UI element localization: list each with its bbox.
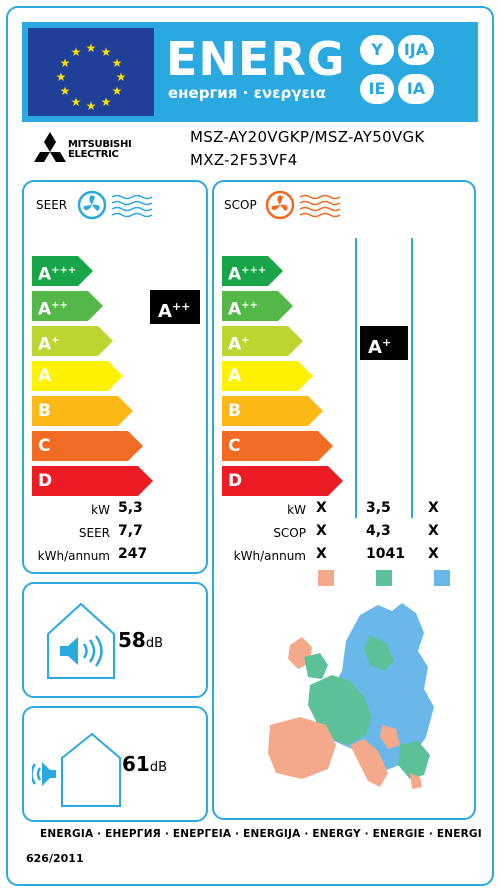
svg-text:★: ★ xyxy=(112,84,123,98)
indoor-noise-unit: dB xyxy=(145,636,164,651)
seer-class-label: A+ xyxy=(38,334,60,355)
svg-text:★: ★ xyxy=(60,84,71,98)
zone-swatch-warm xyxy=(318,570,334,586)
svg-text:★: ★ xyxy=(56,70,67,84)
scop-class-label: C xyxy=(228,436,241,456)
seer-class-label: B xyxy=(38,401,51,421)
svg-text:★: ★ xyxy=(71,95,82,109)
scop-annual-label: kWh/annum xyxy=(233,549,306,563)
lang-pill-ie: IE xyxy=(360,74,394,104)
seer-seer-label: SEER xyxy=(78,526,110,540)
scop-class-label: B xyxy=(228,401,241,421)
outdoor-noise-unit: dB xyxy=(149,760,168,775)
energy-subtitle: енергия · ενεργεια xyxy=(168,84,326,102)
seer-panel xyxy=(22,180,208,574)
scop-column-divider-1 xyxy=(355,238,357,518)
lang-pill-y: Y xyxy=(360,35,394,65)
scop-kw-warm: X xyxy=(316,500,327,516)
scop-rating-sup: + xyxy=(381,336,392,349)
zone-swatch-cold xyxy=(434,570,450,586)
model-indoor: MSZ-AY20VGKP/MSZ-AY50VGK xyxy=(190,128,425,146)
svg-text:★: ★ xyxy=(71,45,82,59)
scop-scop-cold: X xyxy=(428,523,439,539)
svg-text:★: ★ xyxy=(60,56,71,70)
scop-scop-average: 4,3 xyxy=(366,523,391,539)
label-frame xyxy=(6,6,494,886)
outdoor-noise-number: 61 xyxy=(122,752,150,776)
seer-class-label: A xyxy=(38,366,52,386)
footer-languages: ENERGIA · ЕНЕРГИЯ · ΕΝΕΡΓΕΙΑ · ENERGIJA … xyxy=(40,828,482,840)
scop-title: SCOP xyxy=(224,198,257,212)
mitsubishi-logo xyxy=(30,130,150,170)
indoor-noise-number: 58 xyxy=(118,628,146,652)
model-outdoor: MXZ-2F53VF4 xyxy=(190,151,298,169)
scop-scop-warm: X xyxy=(316,523,327,539)
svg-text:★: ★ xyxy=(101,45,112,59)
outdoor-speaker-house-icon xyxy=(32,732,121,807)
scop-annual-cold: X xyxy=(428,546,439,562)
seer-rating-sup: ++ xyxy=(171,300,191,313)
scop-kw-average: 3,5 xyxy=(366,500,391,516)
eu-flag: ★ ★ ★ ★ ★ ★ ★ ★ ★ ★ ★ ★ xyxy=(28,28,154,116)
seer-rating-letter: A xyxy=(158,301,172,322)
indoor-speaker-house-icon xyxy=(47,602,115,679)
indoor-noise-panel xyxy=(22,582,208,698)
seer-class-label: D xyxy=(38,471,53,491)
lang-pill-ija: IJA xyxy=(398,35,434,65)
zone-swatch-average xyxy=(376,570,392,586)
outdoor-noise-panel xyxy=(22,706,208,822)
seer-rating-arrow: A++ xyxy=(150,290,200,324)
seer-title: SEER xyxy=(36,198,68,212)
heating-fan-icon xyxy=(265,190,341,220)
svg-text:★: ★ xyxy=(112,56,123,70)
seer-seer-value: 7,7 xyxy=(118,523,143,539)
scop-rating-arrow: A+ xyxy=(360,326,408,360)
brand-name-line2: ELECTRIC xyxy=(68,149,119,160)
scop-class-label: A++ xyxy=(228,299,258,320)
scop-class-label: A+ xyxy=(228,334,250,355)
svg-text:★: ★ xyxy=(86,41,97,55)
scop-column-divider-2 xyxy=(411,238,413,518)
scop-kw-cold: X xyxy=(428,500,439,516)
scop-class-label: A xyxy=(228,366,242,386)
seer-class-label: C xyxy=(38,436,51,456)
seer-annual-value: 247 xyxy=(118,546,148,562)
outdoor-noise-value: 61dB xyxy=(122,752,167,776)
seer-kw-value: 5,3 xyxy=(118,500,143,516)
scop-class-label: D xyxy=(228,471,243,491)
svg-text:★: ★ xyxy=(101,95,112,109)
brand-name-line1: MITSUBISHI xyxy=(68,139,132,150)
energy-word: ENERG xyxy=(166,32,346,86)
lang-pill-ia: IA xyxy=(398,74,434,104)
seer-class-label: A+++ xyxy=(38,264,77,285)
europe-climate-map xyxy=(268,603,434,789)
svg-text:★: ★ xyxy=(116,70,127,84)
seer-kw-label: kW xyxy=(91,503,110,517)
cooling-fan-icon xyxy=(77,190,153,220)
scop-annual-average: 1041 xyxy=(366,546,405,562)
scop-kw-label: kW xyxy=(287,503,306,517)
scop-annual-warm: X xyxy=(316,546,327,562)
seer-class-label: A++ xyxy=(38,299,68,320)
scop-scop-label: SCOP xyxy=(273,526,306,540)
scop-rating-letter: A xyxy=(368,337,382,358)
regulation-number: 626/2011 xyxy=(26,852,84,865)
indoor-noise-value: 58dB xyxy=(118,628,163,652)
scop-class-label: A+++ xyxy=(228,264,267,285)
three-diamonds-icon xyxy=(34,132,66,162)
svg-text:★: ★ xyxy=(86,99,97,113)
brand-name: MITSUBISHI ELECTRIC xyxy=(68,139,132,160)
scop-panel xyxy=(212,180,476,820)
seer-annual-label: kWh/annum xyxy=(37,549,110,563)
